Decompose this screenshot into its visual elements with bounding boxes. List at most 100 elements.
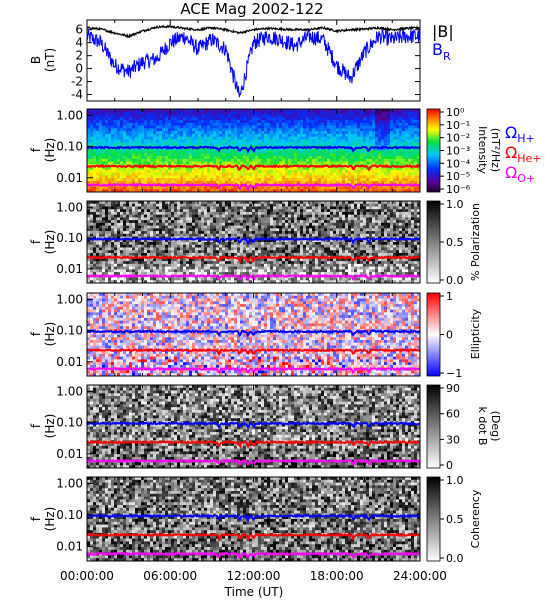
heatmap-cell <box>306 161 310 165</box>
heatmap-cell <box>153 180 157 185</box>
heatmap-cell <box>210 222 214 226</box>
heatmap-cell <box>147 272 151 276</box>
heatmap-cell <box>201 203 205 207</box>
heatmap-cell <box>141 178 145 182</box>
heatmap-cell <box>213 109 217 113</box>
heatmap-cell <box>225 244 229 248</box>
heatmap-cell <box>390 109 394 113</box>
heatmap-cell <box>417 175 421 179</box>
heatmap-cell <box>321 186 325 190</box>
heatmap-cell <box>252 125 256 129</box>
heatmap-cell <box>330 167 334 171</box>
heatmap-cell <box>144 178 148 182</box>
heatmap-cell <box>231 122 235 126</box>
heatmap-cell <box>255 114 259 118</box>
heatmap-cell <box>195 214 199 218</box>
heatmap-cell <box>162 128 166 132</box>
heatmap-cell <box>192 217 196 221</box>
heatmap-cell <box>225 225 229 229</box>
heatmap-cell <box>147 167 151 171</box>
heatmap-cell <box>180 147 184 151</box>
heatmap-cell <box>159 117 163 121</box>
heatmap-cell <box>321 158 325 162</box>
heatmap-cell <box>276 178 280 182</box>
heatmap-cell <box>102 252 106 257</box>
heatmap-cell <box>231 201 235 205</box>
heatmap-cell <box>150 252 154 257</box>
heatmap-cell <box>240 180 244 185</box>
heatmap-cell <box>225 109 229 113</box>
heatmap-cell <box>243 136 247 140</box>
heatmap-cell <box>171 258 175 262</box>
heatmap-cell <box>114 239 118 243</box>
heatmap-cell <box>147 172 151 176</box>
heatmap-cell <box>138 258 142 262</box>
heatmap-cell <box>234 172 238 176</box>
heatmap-cell <box>315 133 319 138</box>
heatmap-cell <box>135 244 139 248</box>
heatmap-cell <box>354 175 358 179</box>
heatmap-cell <box>177 242 181 246</box>
heatmap-cell <box>309 158 313 162</box>
heatmap-cell <box>102 277 106 281</box>
heatmap-cell <box>285 136 289 140</box>
heatmap-cell <box>105 269 109 273</box>
heatmap-cell <box>321 111 325 115</box>
heatmap-cell <box>237 164 241 168</box>
heatmap-cell <box>315 172 319 176</box>
heatmap-cell <box>198 125 202 129</box>
heatmap-cell <box>273 120 277 124</box>
heatmap-cell <box>219 117 223 121</box>
heatmap-cell <box>111 201 115 205</box>
heatmap-cell <box>222 153 226 157</box>
heatmap-cell <box>393 167 397 171</box>
heatmap-cell <box>243 156 247 160</box>
heatmap-cell <box>417 120 421 124</box>
heatmap-cell <box>219 175 223 179</box>
heatmap-cell <box>138 172 142 176</box>
heatmap-cell <box>159 167 163 171</box>
heatmap-cell <box>252 153 256 157</box>
heatmap-cell <box>141 128 145 132</box>
heatmap-cell <box>189 220 193 224</box>
heatmap-cell <box>120 180 124 185</box>
heatmap-cell <box>93 203 97 207</box>
heatmap-cell <box>123 109 127 113</box>
heatmap-cell <box>204 209 208 213</box>
heatmap-cell <box>195 233 199 237</box>
heatmap-cell <box>411 167 415 171</box>
heatmap-cell <box>186 172 190 176</box>
heatmap-cell <box>216 272 220 276</box>
heatmap-cell <box>219 220 223 224</box>
heatmap-cell <box>225 133 229 138</box>
heatmap-cell <box>249 186 253 190</box>
heatmap-cell <box>177 203 181 207</box>
heatmap-cell <box>372 111 376 115</box>
heatmap-cell <box>150 220 154 224</box>
heatmap-cell <box>408 144 412 149</box>
heatmap-cell <box>357 175 361 179</box>
heatmap-cell <box>180 156 184 160</box>
heatmap-cell <box>129 242 133 246</box>
heatmap-cell <box>315 158 319 162</box>
heatmap-cell <box>168 203 172 207</box>
heatmap-cell <box>117 128 121 132</box>
heatmap-cell <box>405 131 409 135</box>
heatmap-cell <box>90 280 94 284</box>
heatmap-cell <box>198 203 202 207</box>
heatmap-cell <box>90 220 94 224</box>
heatmap-cell <box>180 114 184 118</box>
heatmap-cell <box>228 156 232 160</box>
heatmap-cell <box>111 220 115 224</box>
heatmap-cell <box>285 120 289 124</box>
heatmap-cell <box>315 111 319 115</box>
heatmap-cell <box>114 206 118 210</box>
heatmap-cell <box>165 239 169 243</box>
heatmap-cell <box>309 169 313 174</box>
heatmap-cell <box>120 233 124 237</box>
heatmap-cell <box>213 247 217 251</box>
heatmap-cell <box>180 217 184 221</box>
heatmap-cell <box>219 277 223 281</box>
heatmap-cell <box>384 125 388 129</box>
heatmap-cell <box>366 161 370 165</box>
